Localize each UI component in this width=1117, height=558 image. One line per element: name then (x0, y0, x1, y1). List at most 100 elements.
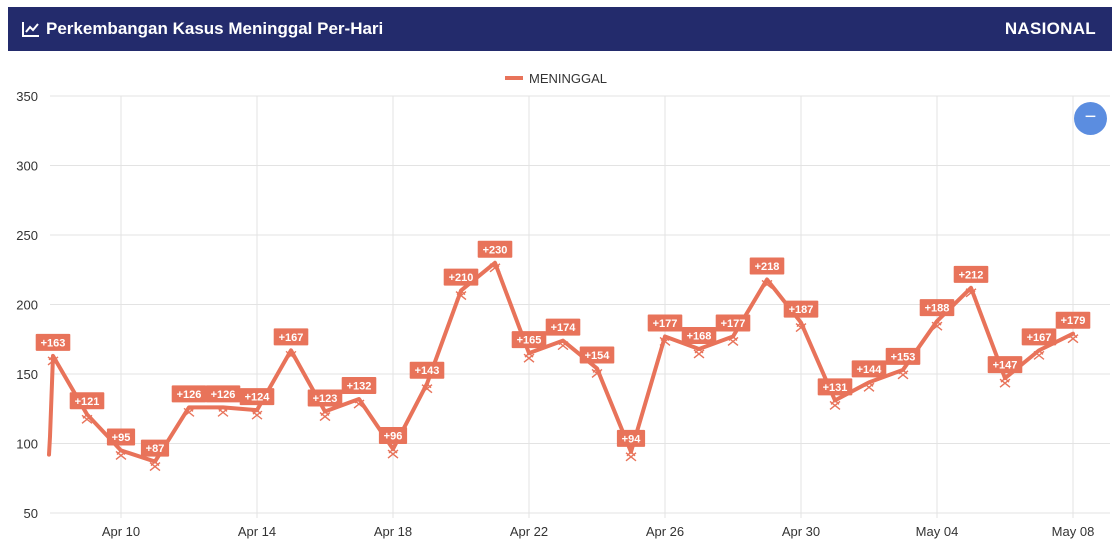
point-marker (47, 354, 59, 366)
point-marker (693, 347, 705, 359)
data-label-bg (885, 347, 921, 365)
data-label-bg (1055, 311, 1091, 329)
data-label: +174 (551, 322, 577, 334)
data-point: +121 (69, 392, 105, 424)
x-tick-label: May 08 (1052, 524, 1095, 539)
y-tick-label: 200 (16, 298, 38, 313)
data-label: +126 (177, 389, 202, 401)
data-label-bg (307, 389, 343, 407)
point-marker (217, 406, 229, 417)
data-point: +131 (817, 378, 853, 410)
x-tick-label: Apr 22 (510, 524, 548, 539)
y-tick-label: 300 (16, 159, 38, 174)
data-label: +147 (993, 360, 1018, 372)
data-label-bg (443, 268, 479, 286)
y-tick-label: 350 (16, 89, 38, 104)
point-marker (557, 339, 569, 351)
data-label: +143 (415, 365, 440, 377)
data-point: +94 (616, 429, 646, 462)
point-marker (149, 460, 161, 472)
point-marker (591, 367, 603, 378)
x-tick-label: May 04 (916, 524, 959, 539)
data-point: +144 (851, 360, 887, 392)
data-label: +177 (653, 318, 678, 330)
line-chart: MENINGGAL 50 100 150 200 250 300 350 Apr 10 Apr 1… (16, 71, 1110, 539)
point-marker (455, 289, 467, 301)
x-tick-label: Apr 30 (782, 524, 820, 539)
data-point: +143 (409, 361, 445, 394)
data-label-bg (205, 385, 241, 403)
data-label: +179 (1061, 315, 1086, 327)
chart-title: Perkembangan Kasus Meninggal Per-Hari (46, 19, 384, 38)
x-tick-label: Apr 26 (646, 524, 684, 539)
zoom-out-button[interactable]: − (1074, 102, 1107, 135)
minus-icon: − (1084, 106, 1097, 128)
data-label: +167 (1027, 332, 1052, 344)
point-marker (387, 448, 399, 459)
data-label-bg (783, 300, 819, 318)
data-label: +167 (279, 332, 304, 344)
x-tick-label: Apr 14 (238, 524, 276, 539)
y-tick-label: 100 (16, 437, 38, 452)
data-point: +124 (239, 388, 275, 420)
chart-legend: MENINGGAL (505, 71, 607, 86)
data-label: +187 (789, 304, 814, 316)
header-title-group: Perkembangan Kasus Meninggal Per-Hari (22, 7, 383, 51)
data-label: +94 (622, 433, 642, 445)
data-label-bg (681, 326, 717, 344)
data-point: +126 (171, 385, 207, 417)
data-point: +218 (749, 257, 785, 290)
point-marker (931, 320, 943, 331)
point-marker (115, 449, 127, 460)
data-point: +126 (205, 385, 241, 417)
chart-header: Perkembangan Kasus Meninggal Per-Hari NA… (8, 7, 1112, 51)
point-marker (319, 410, 331, 422)
data-label: +218 (755, 261, 780, 273)
data-point: +177 (715, 314, 751, 347)
data-label: +165 (517, 335, 542, 347)
point-marker (251, 409, 263, 420)
point-marker (1033, 349, 1045, 360)
x-tick-label: Apr 18 (374, 524, 412, 539)
data-point: +177 (647, 314, 683, 347)
region-badge[interactable]: NASIONAL (1004, 19, 1096, 38)
data-point: +167 (273, 328, 309, 360)
data-point: +212 (953, 265, 989, 298)
data-point: +230 (477, 240, 513, 273)
data-label-bg (715, 314, 751, 332)
data-label-bg (616, 429, 646, 447)
data-label: +168 (687, 330, 712, 342)
point-marker (523, 352, 535, 363)
data-label-bg (106, 428, 136, 446)
data-point: +132 (341, 377, 377, 409)
data-label: +153 (891, 351, 916, 363)
data-point: +96 (378, 427, 408, 459)
data-point: +123 (307, 389, 343, 422)
data-label: +212 (959, 269, 984, 281)
point-marker (183, 406, 195, 417)
data-point: +154 (579, 346, 615, 378)
data-label-bg (919, 299, 955, 317)
data-point: +87 (140, 439, 170, 472)
data-point: +163 (35, 333, 71, 366)
data-label-bg (35, 333, 71, 351)
data-label: +123 (313, 393, 338, 405)
data-label-bg (341, 377, 377, 395)
point-marker (285, 349, 297, 360)
point-marker (829, 399, 841, 410)
point-marker (897, 368, 909, 380)
point-marker (999, 377, 1011, 388)
data-label-bg (140, 439, 170, 457)
point-marker (761, 278, 773, 290)
point-marker (659, 335, 671, 347)
data-label-bg (817, 378, 853, 396)
data-label: +230 (483, 244, 508, 256)
data-label: +144 (857, 364, 883, 376)
point-marker (965, 286, 977, 298)
data-label-bg (647, 314, 683, 332)
data-label-bg (749, 257, 785, 275)
data-point: +187 (783, 300, 819, 333)
y-tick-label: 50 (24, 506, 38, 521)
point-marker (353, 398, 365, 409)
data-label: +95 (112, 432, 131, 444)
